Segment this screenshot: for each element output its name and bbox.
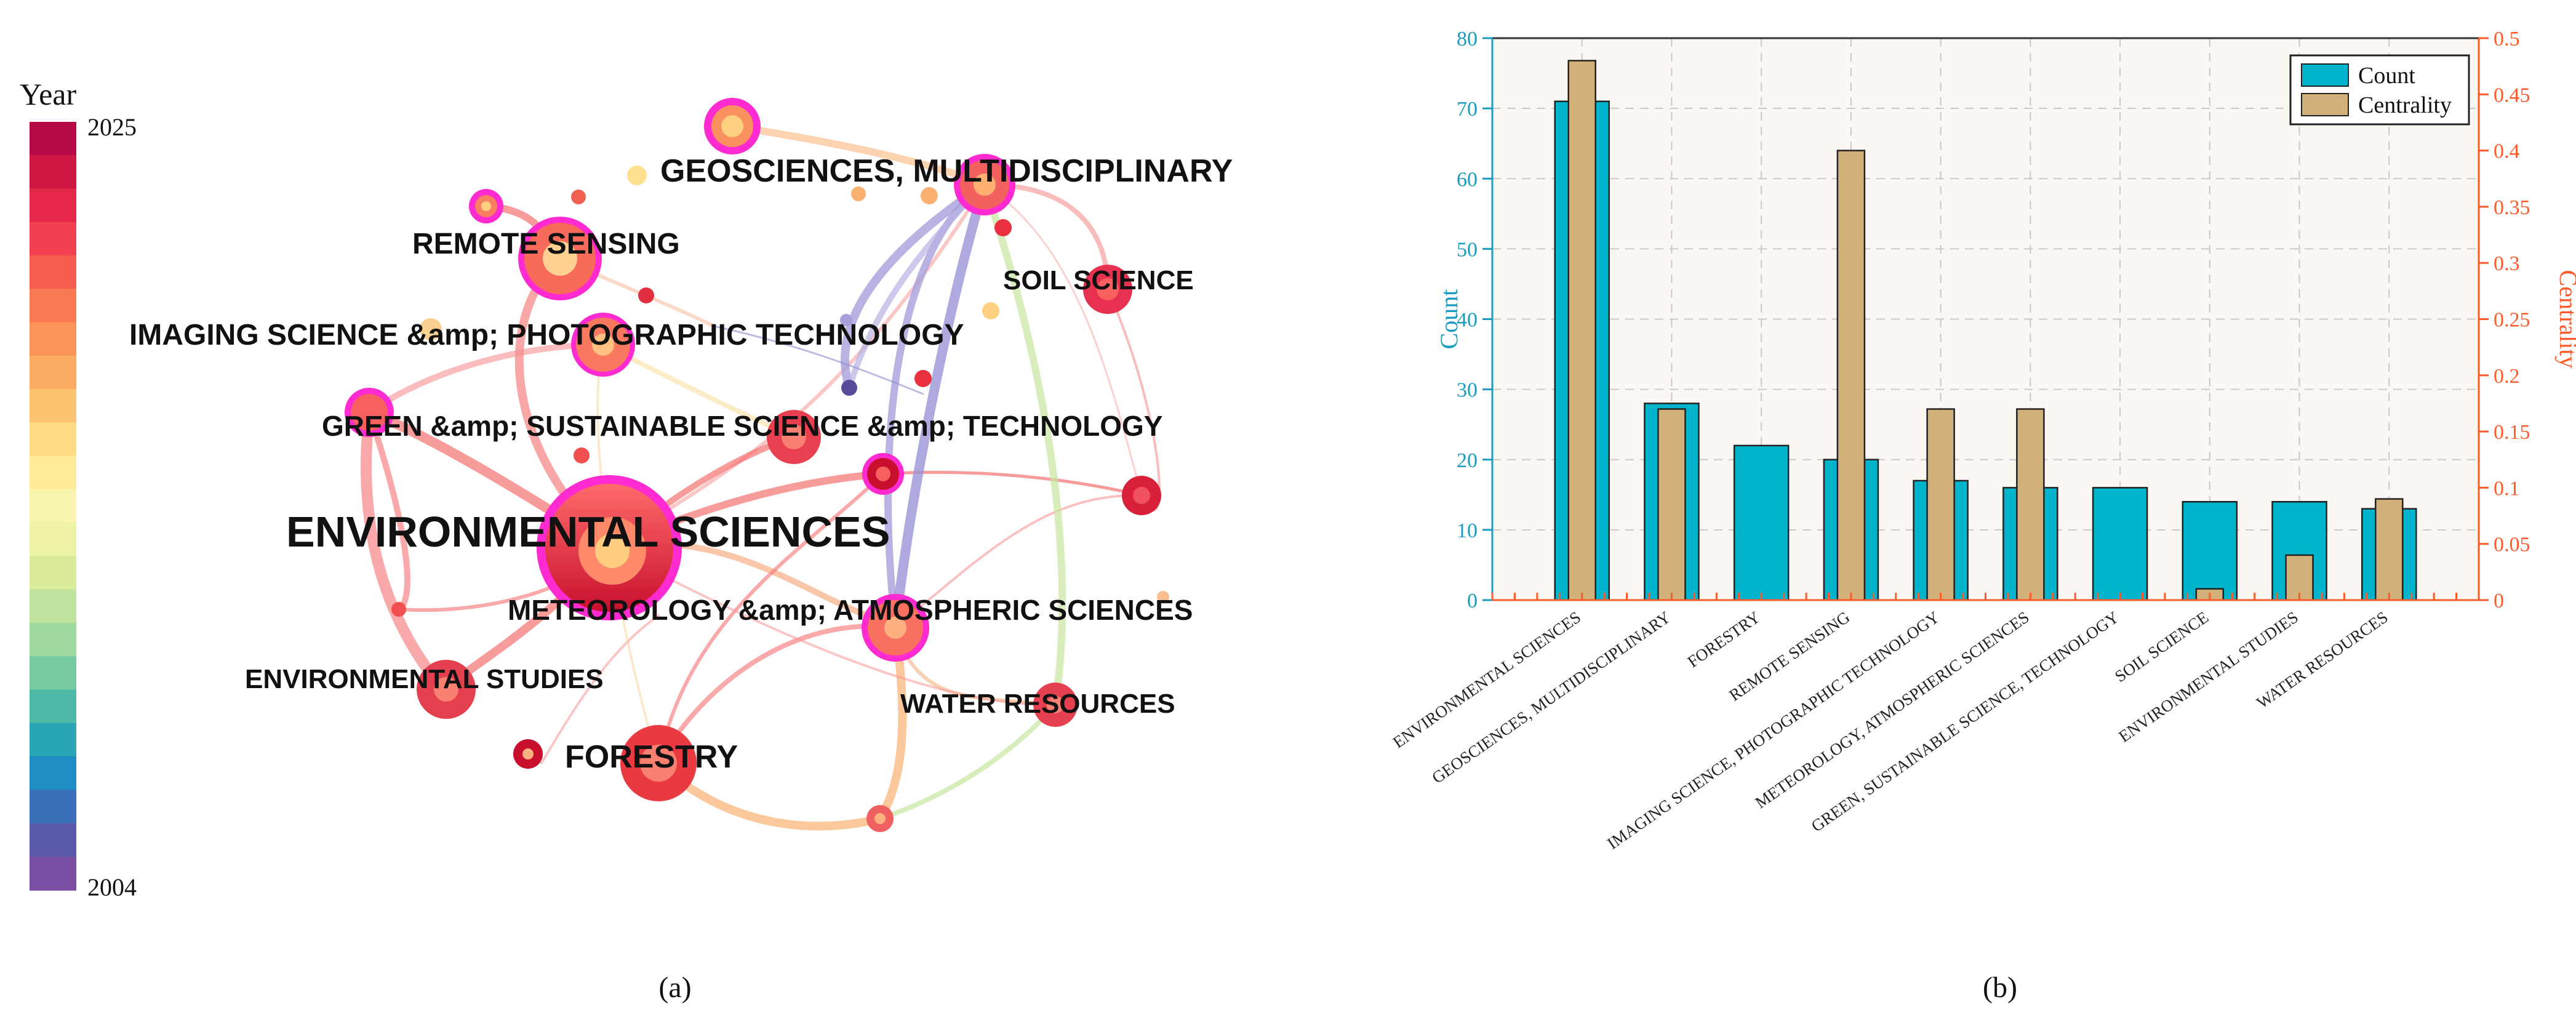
y-tick-label: 40	[1457, 309, 1478, 332]
legend-min-label: 2004	[87, 873, 137, 901]
legend-color-step	[30, 289, 76, 323]
bar-centrality	[1567, 60, 1596, 601]
x-tick-label: GREEN, SUSTAINABLE SCIENCE, TECHNOLOGY	[1808, 607, 2122, 835]
legend-color-step	[30, 790, 76, 824]
legend-color-step	[30, 155, 76, 190]
year-legend: Year 2025 2004	[20, 77, 137, 901]
x-tick-label: IMAGING SCIENCE, PHOTOGRAPHIC TECHNOLOGY	[1604, 607, 1943, 852]
caption-b: (b)	[1983, 971, 2017, 1004]
network-nodes	[345, 98, 1169, 832]
y2-tick-label: 0.2	[2494, 365, 2520, 388]
y-tick-label: 10	[1457, 519, 1478, 542]
bar-centrality	[1657, 408, 1686, 601]
legend-color-step	[30, 222, 76, 257]
legend-title: Year	[20, 77, 76, 111]
label-environmental-studies: ENVIRONMENTAL STUDIES	[245, 664, 604, 694]
label-meteorology: METEOROLOGY &amp; ATMOSPHERIC SCIENCES	[508, 594, 1193, 626]
y-tick-label: 70	[1457, 98, 1478, 121]
bar-centrality	[1926, 408, 1955, 601]
bar-centrality	[2016, 408, 2045, 601]
legend-color-step	[30, 255, 76, 290]
bar-centrality	[2375, 498, 2404, 601]
x-tick-label: FORESTRY	[1684, 607, 1764, 671]
y2-tick-label: 0	[2494, 590, 2504, 612]
bar-count	[2092, 487, 2148, 601]
y-axis-right: 0 0.05 0.1 0.15 0.2 0.25 0.3 0.35 0.4 0.45 0.5	[2478, 28, 2530, 612]
y2-tick-label: 0.35	[2494, 196, 2530, 219]
legend-color-step	[30, 389, 76, 423]
y2-tick-label: 0.25	[2494, 309, 2530, 332]
caption-a: (a)	[658, 971, 691, 1004]
legend-label-count: Count	[2358, 63, 2415, 89]
label-environmental-sciences: ENVIRONMENTAL SCIENCES	[286, 508, 890, 556]
legend-color-step	[30, 322, 76, 356]
panel-a: Year 2025 2004	[20, 77, 1233, 1004]
y-tick-label: 20	[1457, 449, 1478, 472]
y2-tick-label: 0.1	[2494, 477, 2520, 500]
bar-count	[1733, 444, 1790, 601]
legend-label-centrality: Centrality	[2358, 92, 2452, 118]
y2-tick-label: 0.45	[2494, 84, 2530, 106]
network-labels: ENVIRONMENTAL SCIENCES GEOSCIENCES, MULT…	[129, 153, 1233, 775]
y-tick-label: 60	[1457, 168, 1478, 191]
label-soil-science: SOIL SCIENCE	[1003, 265, 1194, 295]
bar-count	[2182, 500, 2238, 601]
legend-color-step	[30, 455, 76, 490]
y-tick-label: 50	[1457, 238, 1478, 261]
label-imaging-science: IMAGING SCIENCE &amp; PHOTOGRAPHIC TECHN…	[129, 319, 964, 351]
label-remote-sensing: REMOTE SENSING	[412, 228, 680, 260]
label-forestry: FORESTRY	[565, 739, 738, 775]
legend-color-step	[30, 422, 76, 457]
y-axis-label: Count	[1435, 289, 1463, 350]
legend-color-step	[30, 355, 76, 390]
legend-color-step	[30, 523, 76, 557]
label-geosciences: GEOSCIENCES, MULTIDISCIPLINARY	[660, 153, 1233, 189]
y-tick-label: 0	[1467, 590, 1478, 612]
bar-centrality	[1836, 150, 1866, 601]
legend-color-step	[30, 823, 76, 857]
legend-color-step	[30, 122, 76, 156]
legend-colorbar	[30, 122, 76, 891]
y2-tick-label: 0.5	[2494, 28, 2520, 50]
chart-legend: Count Centrality	[2289, 54, 2470, 126]
legend-color-step	[30, 556, 76, 590]
legend-color-step	[30, 489, 76, 524]
y2-tick-label: 0.15	[2494, 421, 2530, 444]
x-tick-label: ENVIRONMENTAL STUDIES	[2115, 607, 2302, 746]
legend-max-label: 2025	[87, 113, 137, 141]
panel-b-chart: 0 10 20 30 40 50 60 70 80 0 0.05 0.1 0.15 0.2 0.25 0.3…	[1390, 28, 2576, 1004]
y2-axis-label: Centrality	[2554, 270, 2576, 369]
label-green-sustainable: GREEN &amp; SUSTAINABLE SCIENCE &amp; TE…	[322, 410, 1162, 442]
legend-swatch-count	[2301, 63, 2349, 87]
x-tick-label: ENVIRONMENTAL SCIENCES	[1390, 607, 1584, 751]
legend-color-step	[30, 723, 76, 757]
y2-tick-label: 0.3	[2494, 252, 2520, 275]
legend-color-step	[30, 589, 76, 623]
legend-color-step	[30, 656, 76, 691]
legend-color-step	[30, 689, 76, 724]
y-tick-label: 80	[1457, 28, 1478, 50]
y-tick-label: 30	[1457, 379, 1478, 402]
legend-color-step	[30, 856, 76, 891]
legend-color-step	[30, 188, 76, 223]
y2-tick-label: 0.4	[2494, 140, 2520, 163]
legend-swatch-centrality	[2301, 93, 2349, 116]
bar-centrality	[2285, 554, 2314, 601]
label-water-resources: WATER RESOURCES	[900, 689, 1175, 719]
legend-color-step	[30, 622, 76, 657]
y-axis-left: 0 10 20 30 40 50 60 70 80	[1457, 28, 1494, 612]
legend-color-step	[30, 756, 76, 791]
y2-tick-label: 0.05	[2494, 534, 2530, 556]
